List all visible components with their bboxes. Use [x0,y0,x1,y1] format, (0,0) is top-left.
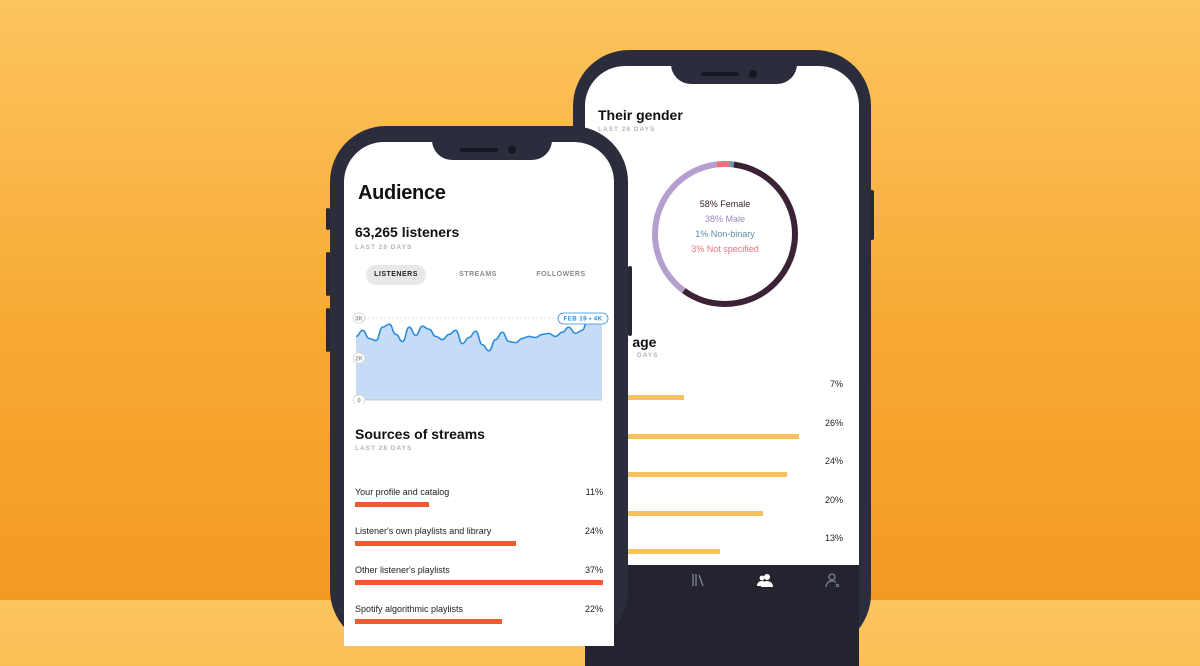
front-phone-screen: Audience 63,265 listeners LAST 28 DAYS L… [344,142,614,646]
gender-legend-female: 58% Female [699,199,751,209]
age-title: r age [623,334,657,350]
camera [749,70,757,78]
age-row-pct: 13% [824,533,843,543]
age-row-bar [585,510,763,516]
profile-icon[interactable] [825,572,841,588]
side-button [870,190,874,240]
y-tick-badge [352,394,366,404]
gender-legend-not-specified: 3% Not specified [691,244,759,254]
listeners-count: 63,265 listeners [355,224,460,240]
age-row-pct: 20% [824,494,843,505]
source-row-bar [355,580,603,585]
tab-listeners[interactable]: LISTENERS [366,265,426,285]
age-row-pct: 26% [824,417,843,428]
source-row-bar [355,502,429,507]
mute-switch [326,208,330,230]
gender-legend-male: 38% Male [704,214,746,224]
speaker [701,72,739,76]
chart-tooltip [557,312,609,325]
gender-donut-chart [652,161,798,307]
volume-up-button [326,252,330,296]
chart-tooltip-label: FEB 19 • 4K [564,316,603,323]
speaker [460,148,498,152]
y-tick-label: 0 [357,399,361,405]
listeners-subtitle: LAST 28 DAYS [355,244,413,251]
source-row-label: Other listener's playlists [355,565,450,575]
donut-slice-not-specified [652,161,798,307]
source-row-bar [355,619,503,624]
source-row-pct: 11% [585,487,603,497]
volume-down-button [326,308,330,352]
age-row-pct: 24% [824,456,843,466]
front-phone: Audience 63,265 listeners LAST 28 DAYS L… [326,126,632,646]
age-row-pct: 7% [829,379,843,389]
source-row-pct: 37% [584,565,603,575]
back-phone: Their gender LAST 28 DAYS 58% Female 38%… [573,50,874,666]
age-row-bar [585,395,684,400]
source-row-label: Listener's own playlists and library [355,526,492,536]
gender-title: Their gender [598,107,683,123]
age-subtitle: DAYS [637,352,659,359]
chart-series-line [355,316,603,352]
back-phone-screen: Their gender LAST 28 DAYS 58% Female 38%… [585,66,859,666]
age-row-bar [585,472,787,477]
gender-subtitle: LAST 28 DAYS [598,126,656,133]
tab-followers[interactable]: FOLLOWERS [536,271,586,278]
source-row-bar [355,541,516,546]
back-phone-notch [671,50,797,84]
y-tick-badge [352,352,366,364]
chart-area-fill [356,316,602,400]
front-phone-notch [432,126,552,160]
donut-slice-female [652,161,798,307]
gender-legend-nonbinary: 1% Non-binary [695,229,755,239]
library-icon[interactable] [691,573,705,587]
donut-slice-male [652,161,798,307]
source-row-pct: 22% [584,604,603,614]
power-button [628,266,632,336]
y-tick-label: 3K [355,317,363,323]
sources-subtitle: LAST 28 DAYS [355,445,413,452]
source-row-label: Your profile and catalog [355,487,450,497]
listeners-area-chart: 3K2K0JAN 22FEB 06FEB 19FEB 19 • 4K [352,312,609,405]
age-row-bar [585,433,799,439]
source-row-pct: 24% [584,526,603,536]
sources-title: Sources of streams [355,426,485,442]
tab-streams[interactable]: STREAMS [459,271,497,278]
y-tick-badge [352,312,366,324]
page-title: Audience [358,182,446,204]
source-row-label: Spotify algorithmic playlists [355,604,464,614]
y-tick-label: 2K [355,356,363,362]
audience-icon[interactable] [757,572,773,588]
age-row-bar [585,549,720,554]
camera [508,146,516,154]
